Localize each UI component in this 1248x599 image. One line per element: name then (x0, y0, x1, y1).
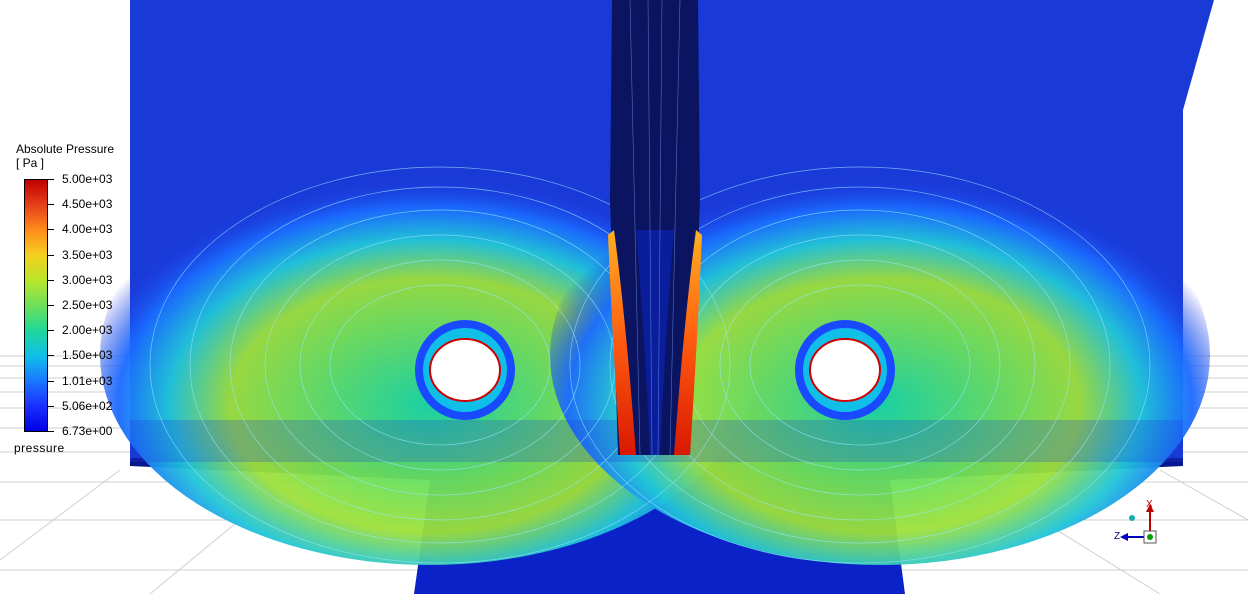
legend-tick-label: 2.00e+03 (62, 323, 113, 338)
cylinder-holes (429, 338, 881, 402)
legend-tick-mark (48, 279, 54, 281)
legend-tick-mark (48, 254, 54, 256)
axis-triad[interactable]: X Z (1108, 498, 1168, 558)
legend-tick-label: 5.00e+03 (62, 172, 113, 186)
legend-tick-mark (48, 380, 54, 382)
legend-tick-mark (48, 179, 54, 180)
axis-triad-icon (1120, 504, 1157, 544)
legend-tick-mark (48, 405, 54, 407)
legend-title: Absolute Pressure (16, 142, 115, 156)
legend-tick-mark (48, 204, 54, 206)
legend-tick-label: 5.06e+02 (62, 398, 113, 413)
legend-variable: pressure (14, 441, 65, 455)
legend-tick-label: 2.50e+03 (62, 298, 113, 312)
legend-unit: [ Pa ] (16, 156, 45, 170)
legend-tick-mark (48, 431, 54, 432)
pressure-field (100, 145, 1210, 565)
legend-tick-label: 3.00e+03 (62, 272, 113, 287)
color-legend[interactable]: Absolute Pressure [ Pa ] 5.00e+03 4.50e+0… (0, 0, 140, 470)
legend-tick-label: 6.73e+00 (62, 424, 113, 438)
legend-tick-mark (48, 305, 54, 306)
jet-region (608, 0, 702, 456)
legend-tick-mark (48, 355, 54, 357)
legend-tick-mark (48, 330, 54, 332)
legend-tick-label: 4.50e+03 (62, 197, 113, 212)
legend-tick-label: 1.50e+03 (62, 348, 113, 363)
legend-tick-mark (48, 229, 54, 231)
legend-tick-label: 3.50e+03 (62, 247, 113, 262)
legend-colorbar (24, 179, 48, 432)
legend-tick-label: 1.01e+03 (62, 373, 113, 388)
axis-x-label: X (1146, 499, 1153, 510)
axis-z-label: Z (1114, 531, 1121, 542)
legend-tick-label: 4.00e+03 (62, 222, 113, 237)
